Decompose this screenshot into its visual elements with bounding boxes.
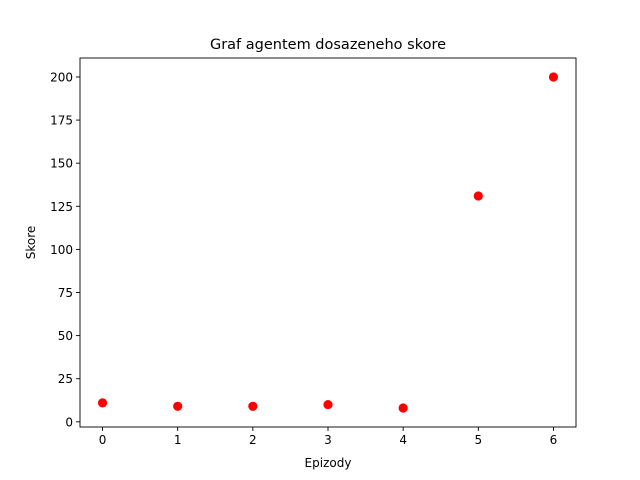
x-tick-label: 2 — [249, 433, 257, 447]
y-tick-label: 125 — [50, 200, 73, 214]
x-tick-label: 6 — [550, 433, 558, 447]
y-tick-label: 25 — [58, 372, 73, 386]
data-point — [548, 72, 559, 82]
x-tick-label: 3 — [324, 433, 332, 447]
y-tick-label: 75 — [58, 286, 73, 300]
x-tick-label: 4 — [399, 433, 407, 447]
y-tick-label: 50 — [58, 329, 73, 343]
y-axis-label: Skore — [24, 226, 38, 260]
y-tick-label: 0 — [65, 415, 73, 429]
y-tick-label: 150 — [50, 157, 73, 171]
y-axis-ticks: 0 25 50 75 100 125 150 175 200 — [50, 70, 80, 429]
data-point — [173, 401, 183, 411]
data-point — [473, 191, 483, 201]
x-tick-label: 1 — [174, 433, 182, 447]
y-tick-label: 200 — [50, 70, 73, 84]
data-point — [323, 399, 333, 410]
plot-frame — [79, 57, 577, 428]
chart-title: Graf agentem dosazeneho skore — [210, 37, 446, 53]
y-tick-label: 100 — [50, 243, 73, 257]
x-tick-label: 5 — [474, 433, 482, 447]
data-point — [398, 403, 408, 413]
x-axis-label: Epizody — [305, 456, 352, 470]
x-axis-ticks: 0 1 2 3 4 5 6 — [99, 427, 558, 447]
x-tick-label: 0 — [99, 433, 107, 447]
data-point — [248, 401, 258, 411]
data-point — [97, 398, 108, 408]
data-points — [97, 72, 559, 413]
y-tick-label: 175 — [50, 114, 73, 128]
